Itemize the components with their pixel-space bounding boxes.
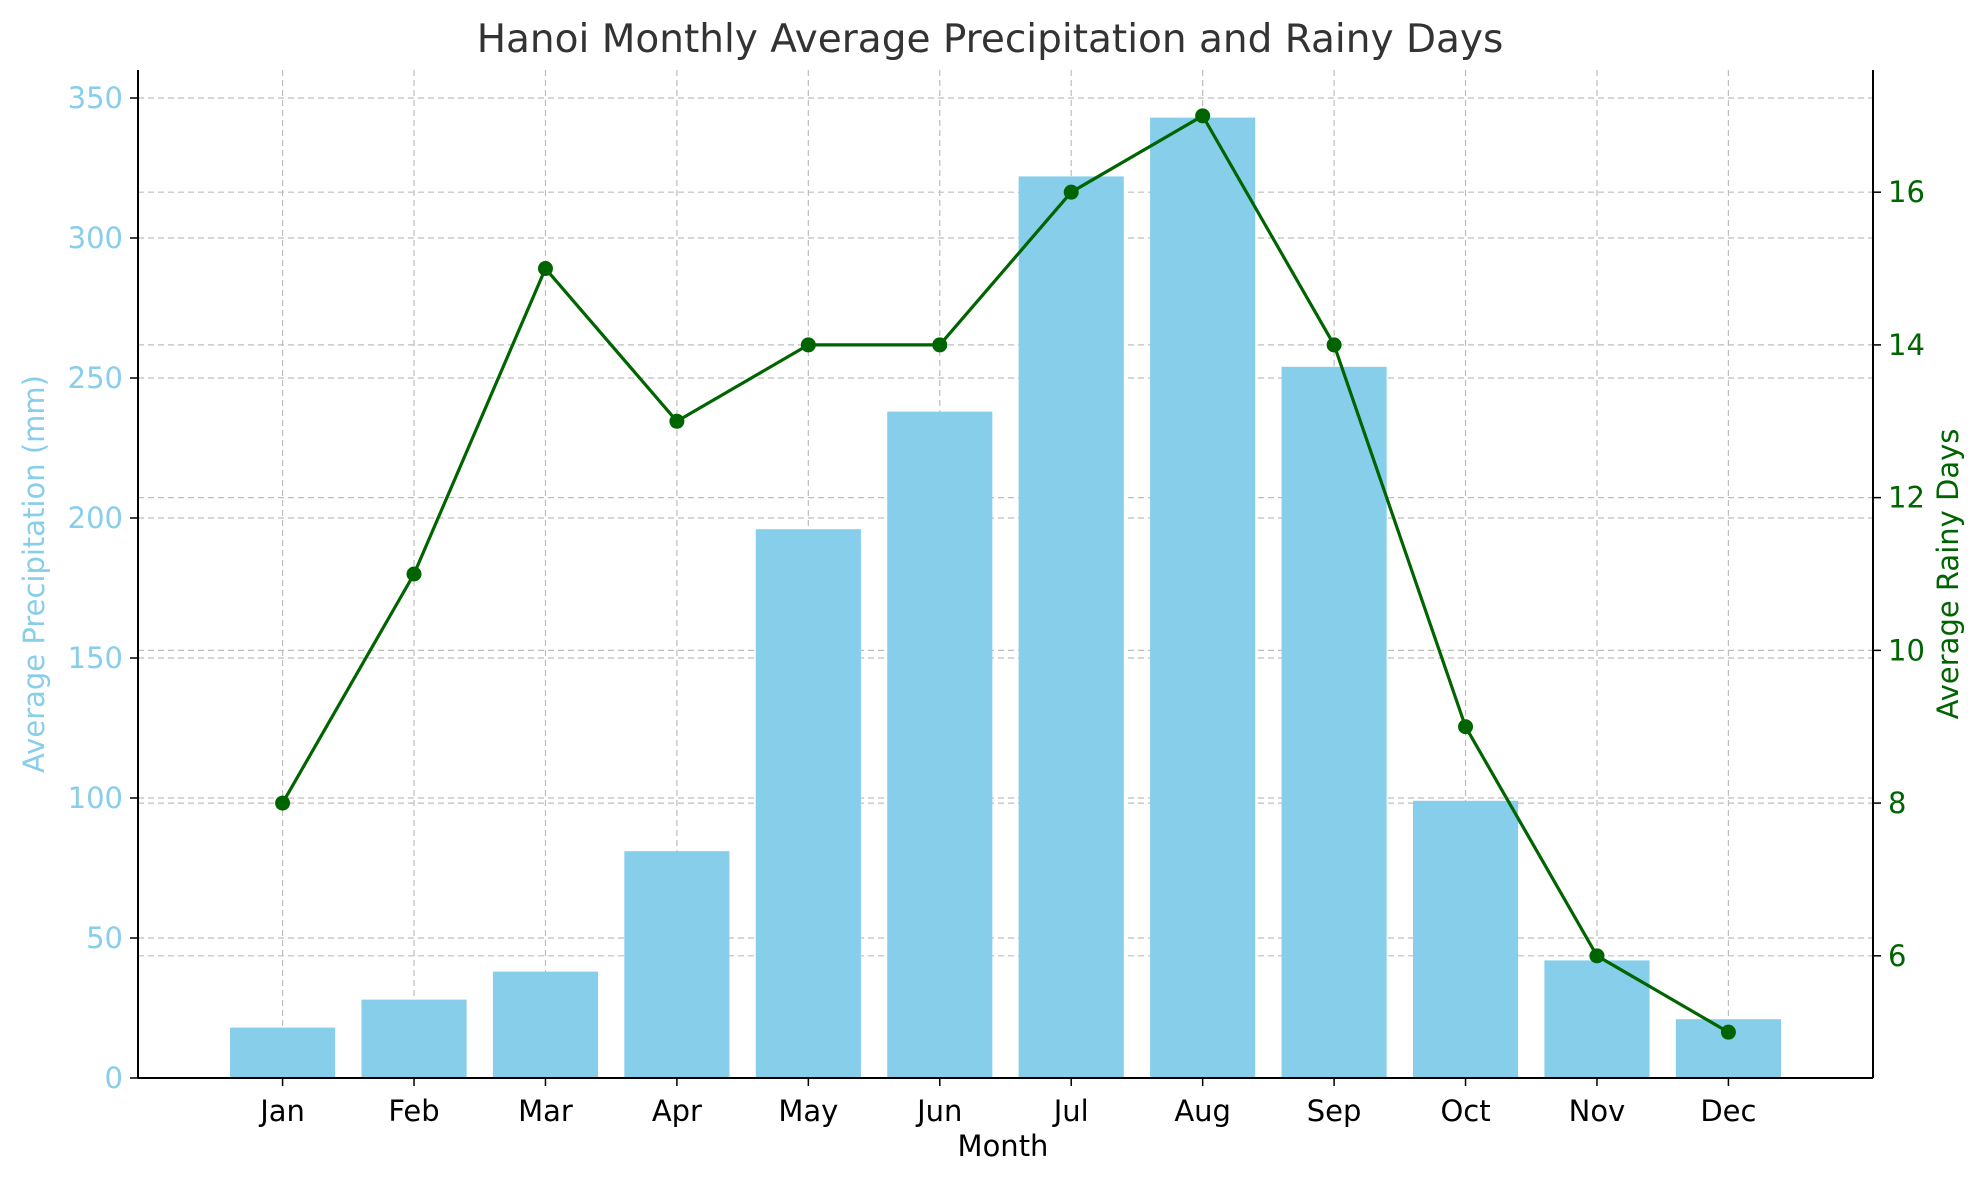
precipitation-bars: [230, 117, 1781, 1079]
x-tick-label-nov: Nov: [1569, 1094, 1626, 1128]
precipitation-bar-mar: [492, 971, 599, 1078]
rainy-days-point-oct: [1458, 719, 1474, 735]
rainy-days-point-jun: [932, 337, 948, 353]
x-tick-label-jan: Jan: [258, 1094, 305, 1128]
rainy-days-point-may: [800, 337, 816, 353]
rainy-days-series-line: [281, 114, 1730, 1034]
rainy-days-point-jan: [275, 795, 291, 811]
rainy-days-point-dec: [1720, 1024, 1736, 1040]
y-tick-label: 200: [68, 501, 123, 535]
precipitation-bar-oct: [1412, 800, 1519, 1078]
rainy-days-point-jul: [1063, 184, 1079, 200]
precipitation-bar-jan: [230, 1027, 336, 1078]
precipitation-bar-jul: [1018, 176, 1124, 1078]
y2-tick-label: 8: [1888, 786, 1906, 820]
x-tick-label-mar: Mar: [518, 1094, 573, 1128]
precipitation-bar-aug: [1150, 117, 1256, 1079]
rainy-days-point-aug: [1195, 108, 1211, 124]
y2-tick-label: 16: [1888, 175, 1925, 209]
rainy-days-point-nov: [1589, 948, 1605, 964]
rainy-days-point-feb: [406, 566, 422, 582]
right-y-axis-ticks: 6 8 10 12 14 16: [1873, 175, 1925, 973]
y-tick-label: 150: [68, 641, 123, 675]
rainy-days-point-apr: [669, 413, 685, 429]
x-tick-label-apr: Apr: [652, 1094, 702, 1128]
chart-title: Hanoi Monthly Average Precipitation and …: [477, 17, 1504, 62]
precipitation-bar-apr: [624, 851, 730, 1078]
y-tick-label: 300: [68, 221, 123, 255]
precipitation-bar-feb: [361, 999, 467, 1078]
rainy-days-point-mar: [537, 261, 553, 277]
y2-tick-label: 12: [1888, 481, 1925, 515]
y2-tick-label: 14: [1888, 328, 1925, 362]
rainy-days-line: [275, 108, 1736, 1040]
right-y-axis-label: Average Rainy Days: [1931, 429, 1965, 720]
x-axis-label: Month: [958, 1129, 1049, 1163]
y-tick-label: 50: [86, 921, 123, 955]
precipitation-bar-nov: [1544, 960, 1650, 1078]
y2-tick-label: 6: [1888, 939, 1906, 973]
y-tick-label: 350: [68, 81, 123, 115]
rainy-days-point-sep: [1326, 337, 1342, 353]
grid-lines: [138, 70, 1873, 1079]
precipitation-bar-sep: [1281, 366, 1387, 1078]
x-axis-ticks: Jan Feb Mar Apr May Jun Jul Aug Sep Oct Nov Dec: [258, 1078, 1756, 1128]
y-tick-label: 100: [68, 781, 123, 815]
x-tick-label-sep: Sep: [1307, 1094, 1362, 1128]
x-tick-label-oct: Oct: [1440, 1094, 1490, 1128]
axes: [137, 70, 1874, 1079]
x-tick-label-jun: Jun: [915, 1094, 962, 1128]
left-y-axis-ticks: 0 50 100 150 200 250 300 350: [68, 81, 138, 1095]
precipitation-bar-may: [755, 529, 861, 1078]
y-tick-label: 0: [105, 1061, 123, 1095]
y-tick-label: 250: [68, 361, 123, 395]
y2-tick-label: 10: [1888, 633, 1925, 667]
x-tick-label-jul: Jul: [1052, 1094, 1089, 1128]
x-tick-label-feb: Feb: [388, 1094, 439, 1128]
precipitation-bar-jun: [887, 411, 993, 1079]
x-tick-label-dec: Dec: [1700, 1094, 1756, 1128]
left-y-axis-label: Average Precipitation (mm): [17, 375, 51, 773]
x-tick-label-aug: Aug: [1174, 1094, 1231, 1128]
x-tick-label-may: May: [778, 1094, 838, 1128]
